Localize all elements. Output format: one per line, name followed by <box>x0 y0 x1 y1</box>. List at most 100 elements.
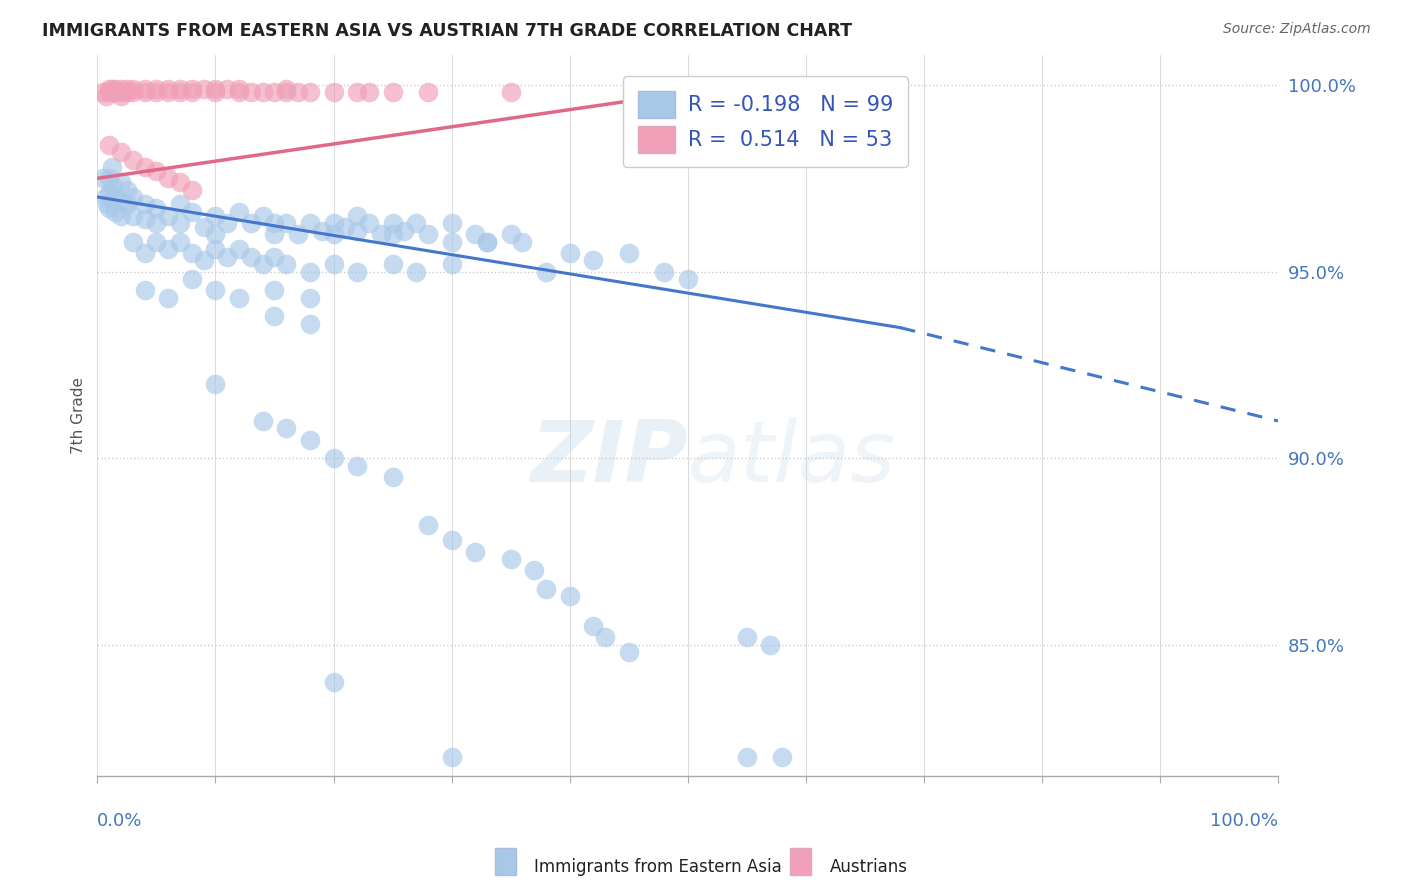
Point <box>121 235 143 249</box>
Point <box>263 250 285 264</box>
Point <box>228 291 250 305</box>
Point <box>357 86 380 100</box>
Point <box>416 518 439 533</box>
Point <box>204 227 226 242</box>
Point <box>110 145 132 160</box>
Point <box>558 590 581 604</box>
Point <box>193 81 215 95</box>
Point <box>263 216 285 230</box>
Point <box>534 265 557 279</box>
Point <box>298 291 321 305</box>
Point <box>322 86 344 100</box>
Point <box>357 216 380 230</box>
Point <box>464 544 486 558</box>
Point <box>676 86 699 100</box>
Point <box>104 190 127 204</box>
Point <box>101 178 124 193</box>
Point <box>145 164 167 178</box>
Point <box>98 186 121 201</box>
Point <box>91 171 114 186</box>
Point <box>381 227 404 242</box>
Point <box>735 631 758 645</box>
Point <box>499 227 522 242</box>
Point <box>169 197 191 211</box>
Point <box>298 317 321 331</box>
Point <box>276 257 298 271</box>
Point <box>157 291 180 305</box>
Point <box>346 224 368 238</box>
Point <box>298 433 321 447</box>
Point <box>115 81 138 95</box>
Text: atlas: atlas <box>688 417 896 500</box>
Point <box>145 216 167 230</box>
Point <box>617 645 640 659</box>
Point <box>263 310 285 324</box>
Point <box>96 197 118 211</box>
Text: 100.0%: 100.0% <box>1211 812 1278 830</box>
Point <box>204 283 226 297</box>
Point <box>770 750 793 764</box>
Point <box>228 86 250 100</box>
Point <box>252 414 274 428</box>
Point <box>298 86 321 100</box>
Point <box>157 242 180 256</box>
Point <box>100 160 122 174</box>
Point <box>440 235 463 249</box>
Point <box>582 619 605 633</box>
Text: Austrians: Austrians <box>830 858 907 876</box>
Point <box>346 209 368 223</box>
Point <box>204 376 226 391</box>
Point <box>134 212 156 227</box>
Point <box>121 86 143 100</box>
Point <box>115 182 138 196</box>
Point <box>115 197 138 211</box>
Point <box>145 81 167 95</box>
Point <box>499 552 522 566</box>
Point <box>110 89 132 103</box>
Point <box>276 216 298 230</box>
Point <box>94 190 117 204</box>
Point <box>110 86 132 100</box>
Point <box>104 86 127 100</box>
Point <box>405 216 427 230</box>
Point <box>440 533 463 548</box>
Point <box>523 563 546 577</box>
Point <box>91 86 114 100</box>
Point <box>440 216 463 230</box>
Point <box>263 283 285 297</box>
Point <box>121 209 143 223</box>
Point <box>180 86 202 100</box>
Point <box>475 235 498 249</box>
Point <box>405 265 427 279</box>
Point <box>180 182 202 196</box>
Point <box>180 81 202 95</box>
Point <box>217 81 239 95</box>
Point <box>134 81 156 95</box>
Point <box>145 235 167 249</box>
Point <box>134 160 156 174</box>
Point <box>204 209 226 223</box>
Point <box>298 265 321 279</box>
Point <box>193 219 215 234</box>
Text: Source: ZipAtlas.com: Source: ZipAtlas.com <box>1223 22 1371 37</box>
Point <box>204 242 226 256</box>
Point <box>204 86 226 100</box>
Point <box>298 216 321 230</box>
Point <box>582 253 605 268</box>
Point <box>381 86 404 100</box>
Point <box>101 86 124 100</box>
Point <box>239 216 262 230</box>
Point <box>440 257 463 271</box>
Point <box>381 257 404 271</box>
Point <box>676 272 699 286</box>
Point <box>217 216 239 230</box>
Point <box>416 227 439 242</box>
Point <box>346 86 368 100</box>
Point <box>169 81 191 95</box>
Point <box>617 246 640 260</box>
Point <box>228 205 250 219</box>
Point <box>464 227 486 242</box>
Point <box>252 209 274 223</box>
Point <box>346 265 368 279</box>
Point <box>440 750 463 764</box>
